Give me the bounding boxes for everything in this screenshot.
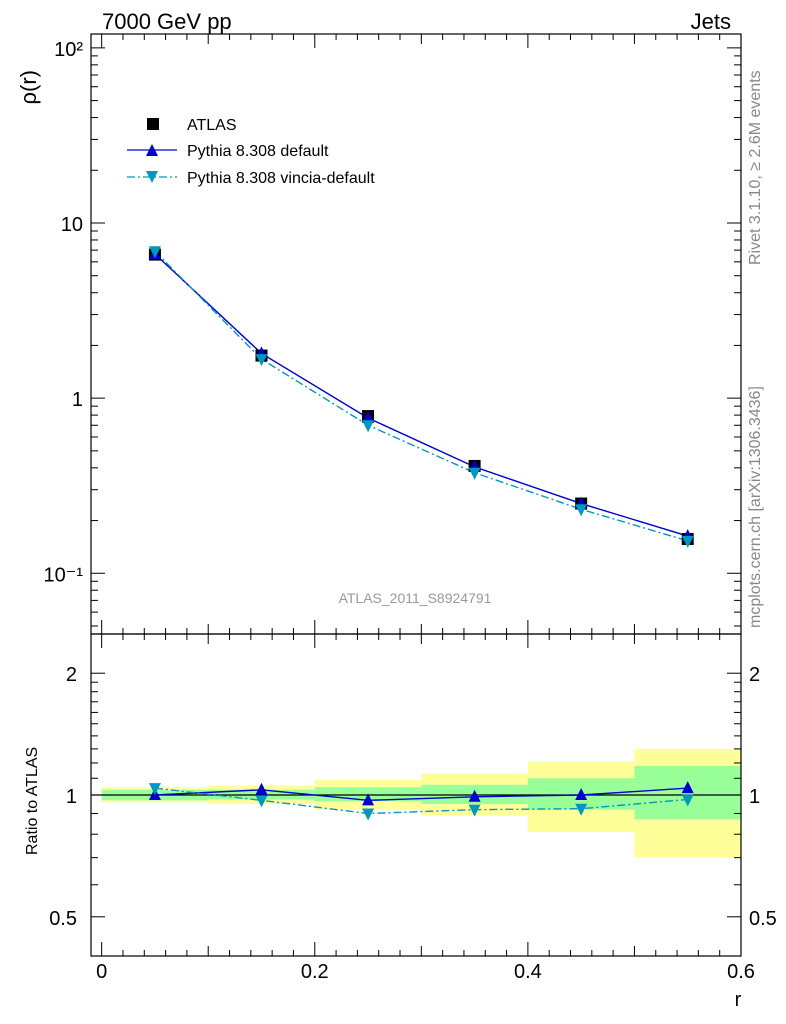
ratio-vincia-point <box>681 794 694 807</box>
ratio-plot-panel: 0.5 0.5 1 1 2 2 0 0.2 0.4 0.6 Ratio to ATLAS r <box>24 633 777 1011</box>
main-y-tick-labels: 10⁻¹ 1 10 10² <box>44 39 84 586</box>
main-series-lines <box>154 250 688 542</box>
ratio-vincia-point <box>255 795 268 808</box>
rivet-side-label: Rivet 3.1.10, ≥ 2.6M events <box>747 70 764 265</box>
main-vincia-point <box>681 535 694 548</box>
main-y-tick-label: 10⁻¹ <box>44 564 84 586</box>
ratio-x-tick-labels: 0 0.2 0.4 0.6 <box>96 961 755 983</box>
ratio-series-line-0 <box>154 787 688 802</box>
main-series-line-1 <box>154 253 688 537</box>
ratio-y-tick-label-right: 2 <box>749 664 760 686</box>
header-right: Jets <box>691 9 731 34</box>
ratio-default-point <box>255 782 268 795</box>
legend-atlas-label: ATLAS <box>187 117 237 134</box>
ratio-series-lines <box>154 787 688 815</box>
ratio-series-markers <box>148 781 694 821</box>
ratio-series-line-1 <box>154 787 688 815</box>
ratio-x-tick-label: 0 <box>96 961 107 983</box>
legend-vincia-marker <box>146 171 158 183</box>
ratio-y-tick-label: 1 <box>66 786 77 808</box>
header-left: 7000 GeV pp <box>102 9 232 34</box>
legend-default-marker <box>146 144 158 156</box>
ratio-vincia-point <box>148 783 161 796</box>
ratio-y-tick-label: 0.5 <box>49 908 77 930</box>
main-vincia-point <box>362 420 375 433</box>
main-y-tick-label: 1 <box>72 389 83 411</box>
ratio-x-tick-label: 0.4 <box>514 961 542 983</box>
ratio-y-tick-labels: 0.5 0.5 1 1 2 2 <box>49 664 777 930</box>
analysis-label: ATLAS_2011_S8924791 <box>339 590 492 606</box>
legend: ATLAS Pythia 8.308 default Pythia 8.308 … <box>127 117 375 187</box>
legend-atlas-marker <box>147 118 159 130</box>
main-y-axis-label: ρ(r) <box>16 70 41 105</box>
ratio-y-axis-label: Ratio to ATLAS <box>24 747 41 855</box>
ratio-x-tick-label: 0.2 <box>301 961 329 983</box>
main-vincia-point <box>575 504 588 517</box>
ratio-default-point <box>362 793 375 806</box>
ratio-default-point <box>681 781 694 794</box>
ratio-vincia-point <box>575 803 588 816</box>
main-vincia-point <box>255 354 268 367</box>
mcplots-side-label: mcplots.cern.ch [arXiv:1306.3436] <box>747 386 764 628</box>
ratio-y-tick-label-right: 0.5 <box>749 908 777 930</box>
ratio-default-point <box>468 789 481 802</box>
ratio-y-tick-label: 2 <box>66 664 77 686</box>
main-y-tick-label: 10 <box>61 214 83 236</box>
x-axis-label: r <box>735 989 742 1011</box>
legend-default-label: Pythia 8.308 default <box>187 143 329 160</box>
main-default-point <box>362 411 375 424</box>
ratio-x-tick-label: 0.6 <box>727 961 755 983</box>
ratio-y-tick-label-right: 1 <box>749 786 760 808</box>
main-axis-ticks <box>91 34 742 634</box>
main-y-tick-label: 10² <box>54 39 83 61</box>
ratio-vincia-point <box>362 808 375 821</box>
main-series-markers <box>148 246 694 548</box>
ratio-axis-ticks <box>91 634 742 957</box>
main-plot-panel: 10⁻¹ 1 10 10² ρ(r) ATLAS_2011_S8924791 <box>16 33 742 635</box>
ratio-vincia-point <box>468 804 481 817</box>
main-vincia-point <box>148 246 161 259</box>
legend-vincia-label: Pythia 8.308 vincia-default <box>187 170 375 187</box>
ratio-default-point <box>575 788 588 800</box>
main-series-line-2 <box>154 250 688 542</box>
main-vincia-point <box>468 467 481 480</box>
